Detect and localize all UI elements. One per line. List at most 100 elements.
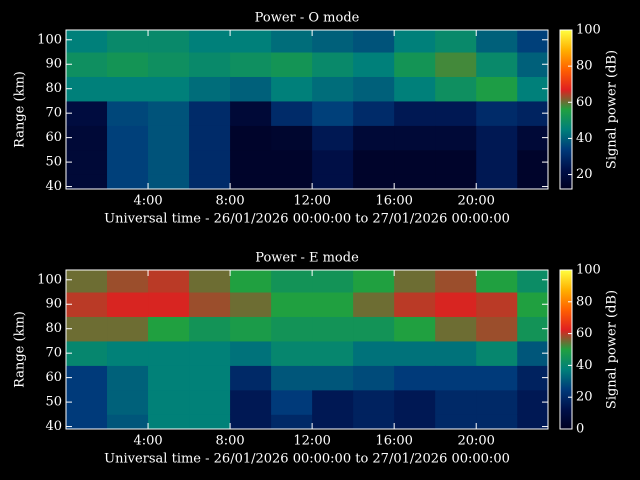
- colorbar-tick-label: 20: [576, 167, 593, 182]
- heatmap-cell: [230, 365, 272, 391]
- heatmap-cell: [476, 292, 518, 317]
- heatmap-cell: [271, 270, 313, 293]
- heatmap-cell: [353, 149, 395, 175]
- heatmap-cell: [271, 149, 313, 175]
- heatmap-cell: [66, 389, 108, 415]
- heatmap-cell: [66, 125, 108, 151]
- y-tick-label: 80: [45, 81, 62, 96]
- heatmap-cell: [107, 149, 149, 175]
- colorbar-tick-label: 40: [576, 131, 593, 146]
- heatmap-cell: [230, 340, 272, 366]
- heatmap-cell: [148, 292, 190, 317]
- chart-title: Power - O mode: [255, 11, 360, 26]
- heatmap-cell: [66, 76, 108, 102]
- heatmap-cell: [271, 76, 313, 102]
- heatmap-cell: [353, 340, 395, 366]
- heatmap-cell: [66, 365, 108, 391]
- heatmap-cell: [148, 76, 190, 102]
- colorbar-tick-label: 80: [576, 59, 593, 74]
- x-tick-label: 8:00: [215, 434, 244, 449]
- heatmap-cell: [435, 174, 477, 190]
- heatmap-cell: [107, 365, 149, 391]
- heatmap-cell: [271, 174, 313, 190]
- heatmap-cell: [107, 30, 149, 53]
- y-tick-label: 80: [45, 321, 62, 336]
- heatmap-cell: [353, 414, 395, 430]
- heatmap-cell: [353, 270, 395, 293]
- heatmap-cell: [189, 316, 231, 342]
- y-tick-label: 40: [45, 179, 62, 194]
- heatmap-cell: [189, 389, 231, 415]
- heatmap-cell: [312, 30, 354, 53]
- heatmap-cell: [312, 340, 354, 366]
- heatmap-cell: [107, 270, 149, 293]
- chart-title: Power - E mode: [255, 251, 359, 266]
- heatmap-cell: [230, 414, 272, 430]
- heatmap-cell: [476, 149, 518, 175]
- heatmap-cell: [394, 174, 436, 190]
- heatmap-cell: [230, 292, 272, 317]
- y-tick-label: 50: [45, 395, 62, 410]
- heatmap-cell: [148, 316, 190, 342]
- heatmap-cell: [435, 125, 477, 151]
- heatmap-cell: [353, 30, 395, 53]
- colorbar: [559, 269, 573, 430]
- heatmap-cell: [394, 414, 436, 430]
- heatmap-cell: [353, 389, 395, 415]
- x-tick-label: 20:00: [457, 434, 494, 449]
- heatmap-cell: [394, 389, 436, 415]
- heatmap-cell: [312, 365, 354, 391]
- y-tick-label: 90: [45, 57, 62, 72]
- heatmap-cell: [394, 100, 436, 126]
- heatmap-cell: [476, 365, 518, 391]
- x-tick-label: 16:00: [375, 434, 412, 449]
- heatmap-cell: [66, 340, 108, 366]
- heatmap-cell: [271, 292, 313, 317]
- heatmap-cell: [353, 316, 395, 342]
- heatmap-cell: [189, 292, 231, 317]
- heatmap-cell: [394, 30, 436, 53]
- heatmap-cell: [66, 270, 108, 293]
- heatmap-cell: [189, 270, 231, 293]
- heatmap-cell: [435, 414, 477, 430]
- heatmap-cell: [189, 52, 231, 77]
- heatmap-cell: [394, 365, 436, 391]
- x-tick-label: 4:00: [133, 194, 162, 209]
- colorbar-tick-label: 60: [576, 95, 593, 110]
- heatmap-cell: [353, 52, 395, 77]
- heatmap-cell: [230, 30, 272, 53]
- x-tick-label: 12:00: [293, 194, 330, 209]
- x-tick-label: 16:00: [375, 194, 412, 209]
- heatmap-cell: [435, 76, 477, 102]
- heatmap-cell: [66, 149, 108, 175]
- y-axis-label: Range (km): [13, 71, 28, 148]
- heatmap-cell: [66, 52, 108, 77]
- heatmap-cell: [148, 149, 190, 175]
- heatmap-cell: [435, 100, 477, 126]
- heatmap-cell: [394, 340, 436, 366]
- y-tick-label: 40: [45, 419, 62, 434]
- x-tick-label: 8:00: [215, 194, 244, 209]
- heatmap-cell: [230, 389, 272, 415]
- heatmap-cell: [66, 100, 108, 126]
- heatmap-cell: [517, 270, 549, 293]
- heatmap-cell: [312, 414, 354, 430]
- heatmap-cell: [312, 76, 354, 102]
- heatmap-cell: [271, 125, 313, 151]
- heatmap-cell: [148, 389, 190, 415]
- colorbar-tick-label: 100: [576, 23, 601, 38]
- heatmap-cell: [230, 174, 272, 190]
- heatmap-cell: [230, 52, 272, 77]
- plot-frame: [65, 29, 549, 190]
- heatmap-cell: [312, 100, 354, 126]
- x-tick-label: 12:00: [293, 434, 330, 449]
- plot-frame: [65, 269, 549, 430]
- y-tick-label: 100: [37, 272, 62, 287]
- heatmap-cell: [517, 414, 549, 430]
- colorbar: [559, 29, 573, 190]
- heatmap-cell: [271, 316, 313, 342]
- heatmap-cell: [435, 340, 477, 366]
- heatmap-cell: [148, 100, 190, 126]
- heatmap-cell: [394, 52, 436, 77]
